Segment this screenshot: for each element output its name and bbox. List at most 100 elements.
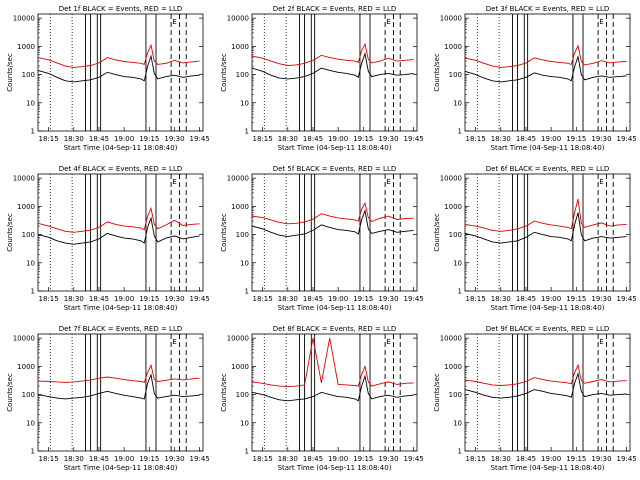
series-events-line (464, 212, 627, 244)
y-tick-label: 1000 (231, 43, 249, 51)
y-tick-label: 10 (240, 419, 249, 427)
y-tick-label: 100 (236, 71, 249, 79)
y-axis-label: Counts/sec (433, 373, 441, 412)
x-tick-label: 19:00 (328, 135, 348, 143)
x-tick-label: 18:15 (466, 455, 486, 463)
y-tick-label: 100 (22, 231, 35, 239)
series-lld-line (37, 43, 200, 68)
x-tick-label: 19:30 (591, 455, 611, 463)
chart-title: Det 3f BLACK = Events, RED = LLD (486, 5, 609, 13)
y-tick-label: 1 (458, 128, 462, 136)
y-tick-label: 100 (236, 391, 249, 399)
annotation-label: E (386, 18, 390, 26)
series-events-line (464, 54, 627, 83)
annotation-label: E (172, 18, 176, 26)
y-axis-label: Counts/sec (6, 213, 14, 252)
y-tick-label: 100 (22, 391, 35, 399)
plot-frame (464, 333, 631, 452)
y-tick-label: 10000 (440, 15, 462, 23)
plot-frame (37, 173, 204, 292)
x-tick-label: 19:45 (404, 135, 424, 143)
series-events-line (251, 51, 414, 80)
x-tick-label: 19:00 (541, 135, 561, 143)
chart-panel-5: Det 5f BLACK = Events, RED = LLD 1 10 100 10… (220, 165, 424, 312)
series-events-line (37, 216, 200, 245)
x-tick-label: 18:45 (89, 295, 109, 303)
y-tick-label: 1000 (17, 43, 35, 51)
x-tick-label: 19:00 (328, 295, 348, 303)
x-tick-label: 19:45 (190, 135, 210, 143)
plot-frame (251, 173, 418, 292)
y-tick-label: 10 (453, 99, 462, 107)
x-tick-label: 18:30 (491, 295, 511, 303)
chart-panel-7: Det 7f BLACK = Events, RED = LLD 1 10 100 10… (6, 325, 210, 472)
y-axis-label: Counts/sec (6, 53, 14, 92)
x-tick-label: 18:30 (278, 295, 298, 303)
x-tick-label: 18:30 (491, 135, 511, 143)
x-tick-label: 19:15 (566, 135, 586, 143)
y-tick-label: 1 (245, 128, 249, 136)
x-tick-label: 19:45 (404, 295, 424, 303)
x-tick-label: 19:45 (617, 295, 637, 303)
x-tick-label: 18:15 (466, 135, 486, 143)
x-tick-label: 18:30 (64, 135, 84, 143)
x-tick-label: 19:00 (114, 295, 134, 303)
annotation-label: E (599, 338, 603, 346)
chart-panel-9: Det 9f BLACK = Events, RED = LLD 1 10 100 10… (433, 325, 637, 472)
x-tick-label: 18:15 (39, 295, 59, 303)
y-axis-label: Counts/sec (220, 213, 228, 252)
y-axis-label: Counts/sec (433, 213, 441, 252)
y-tick-label: 10 (453, 259, 462, 267)
y-tick-label: 1 (458, 448, 462, 456)
y-axis-label: Counts/sec (220, 373, 228, 412)
chart-title: Det 6f BLACK = Events, RED = LLD (486, 165, 609, 173)
x-tick-label: 18:15 (466, 295, 486, 303)
y-tick-label: 10 (240, 259, 249, 267)
x-axis-label: Start Time (04-Sep-11 18:08:40) (64, 304, 178, 312)
plot-frame (37, 333, 204, 452)
x-tick-label: 18:30 (278, 135, 298, 143)
y-tick-label: 1 (31, 128, 35, 136)
chart-panel-6: Det 6f BLACK = Events, RED = LLD 1 10 100 10… (433, 165, 637, 312)
y-tick-label: 10000 (227, 15, 249, 23)
x-tick-label: 18:30 (64, 295, 84, 303)
x-tick-label: 19:00 (328, 455, 348, 463)
series-lld-line (464, 363, 627, 386)
series-events-line (37, 373, 200, 400)
y-tick-label: 1 (31, 448, 35, 456)
x-tick-label: 19:30 (164, 295, 184, 303)
x-tick-label: 18:45 (303, 455, 323, 463)
annotation-label: E (599, 18, 603, 26)
x-tick-label: 18:15 (39, 455, 59, 463)
y-tick-label: 10 (453, 419, 462, 427)
series-events-line (251, 209, 414, 238)
x-tick-label: 18:30 (278, 455, 298, 463)
y-tick-label: 10 (26, 259, 35, 267)
plot-frame (464, 13, 631, 132)
x-tick-label: 19:45 (617, 455, 637, 463)
series-lld-line (464, 198, 627, 232)
y-axis-label: Counts/sec (220, 53, 228, 92)
y-tick-label: 1 (458, 288, 462, 296)
x-tick-label: 19:15 (139, 455, 159, 463)
y-tick-label: 10000 (440, 175, 462, 183)
x-tick-label: 19:15 (566, 455, 586, 463)
chart-panel-3: Det 3f BLACK = Events, RED = LLD 1 10 100 10… (433, 5, 637, 152)
y-tick-label: 1000 (17, 363, 35, 371)
y-tick-label: 100 (449, 391, 462, 399)
series-events-line (37, 54, 200, 83)
x-tick-label: 19:45 (190, 455, 210, 463)
x-tick-label: 19:30 (591, 135, 611, 143)
x-axis-label: Start Time (04-Sep-11 18:08:40) (491, 144, 605, 152)
y-tick-label: 10000 (13, 15, 35, 23)
plot-frame (251, 13, 418, 132)
annotation-label: E (172, 178, 176, 186)
plot-frame (251, 333, 418, 452)
chart-title: Det 1f BLACK = Events, RED = LLD (59, 5, 182, 13)
series-lld-line (464, 44, 627, 68)
y-tick-label: 10000 (13, 175, 35, 183)
chart-title: Det 9f BLACK = Events, RED = LLD (486, 325, 609, 333)
y-tick-label: 10 (26, 419, 35, 427)
x-tick-label: 18:45 (516, 295, 536, 303)
annotation-label: E (172, 338, 176, 346)
